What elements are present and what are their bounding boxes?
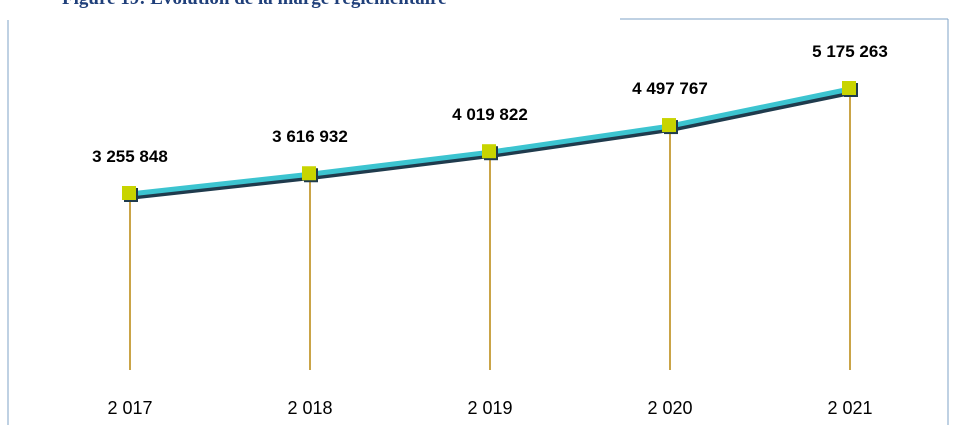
value-label: 3 616 932 bbox=[272, 127, 348, 146]
marker bbox=[842, 81, 856, 95]
marker bbox=[302, 166, 316, 181]
x-tick-label: 2 017 bbox=[107, 398, 152, 418]
value-label: 4 019 822 bbox=[452, 105, 528, 124]
x-tick-label: 2 019 bbox=[467, 398, 512, 418]
chart-title: Figure 19: Évolution de la marge régleme… bbox=[62, 0, 447, 9]
value-label: 4 497 767 bbox=[632, 79, 708, 98]
marker bbox=[482, 144, 496, 159]
value-label: 3 255 848 bbox=[92, 147, 168, 166]
marker bbox=[122, 186, 136, 200]
marker bbox=[662, 118, 676, 133]
x-tick-label: 2 021 bbox=[827, 398, 872, 418]
x-tick-label: 2 020 bbox=[647, 398, 692, 418]
value-label: 5 175 263 bbox=[812, 42, 888, 61]
x-tick-label: 2 018 bbox=[287, 398, 332, 418]
